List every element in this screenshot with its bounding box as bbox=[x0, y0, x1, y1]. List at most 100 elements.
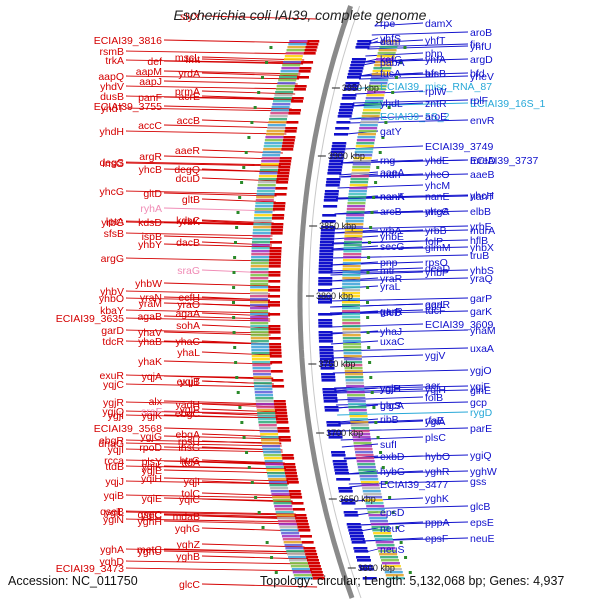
gene-label: yqiC bbox=[141, 510, 162, 522]
gene-leader-line bbox=[201, 408, 277, 413]
forward-gene-block bbox=[286, 481, 299, 484]
annotation-stripe-right bbox=[382, 565, 401, 568]
gene-label: accC bbox=[138, 120, 162, 132]
gene-label: yhcC bbox=[425, 206, 449, 218]
gene-label: ygjP bbox=[180, 404, 200, 416]
gene-label: yhbP bbox=[425, 267, 449, 279]
reverse-gene-block bbox=[327, 430, 342, 433]
gene-leader-line bbox=[163, 469, 287, 474]
gene-leader-line bbox=[125, 309, 271, 314]
gene-leader-line bbox=[359, 72, 424, 77]
forward-gene-block bbox=[288, 490, 301, 493]
feature-marker-right bbox=[368, 361, 372, 364]
gene-label: plsC bbox=[425, 432, 446, 444]
annotation-stripe-left bbox=[276, 514, 295, 517]
reverse-gene-block bbox=[333, 463, 348, 466]
gene-label: yhcB bbox=[139, 164, 162, 176]
annotation-stripe-left bbox=[250, 274, 269, 277]
feature-marker-left bbox=[265, 541, 269, 544]
gene-leader-line bbox=[201, 480, 289, 485]
annotation-stripe-right bbox=[343, 256, 362, 259]
annotation-stripe-left bbox=[252, 235, 271, 238]
gene-leader-line bbox=[371, 31, 469, 36]
gene-label: ecfH bbox=[178, 292, 200, 304]
reverse-gene-block bbox=[338, 490, 353, 493]
annotation-stripe-left bbox=[278, 76, 297, 79]
annotation-stripe-right bbox=[343, 241, 362, 244]
feature-marker-right bbox=[374, 181, 378, 184]
gene-label: yqhD bbox=[99, 556, 124, 568]
reverse-gene-block bbox=[319, 247, 334, 250]
gene-leader-line bbox=[163, 435, 281, 440]
gene-leader-line bbox=[125, 442, 282, 447]
gene-label: garP bbox=[470, 293, 492, 305]
gene-label: aaeR bbox=[175, 145, 201, 157]
annotation-stripe-right bbox=[359, 127, 378, 130]
feature-marker-left bbox=[254, 496, 258, 499]
forward-gene-block bbox=[268, 304, 281, 307]
feature-marker-right bbox=[381, 466, 385, 469]
annotation-stripe-right bbox=[343, 358, 362, 361]
forward-gene-block bbox=[303, 52, 316, 55]
gene-label: rygD bbox=[470, 407, 493, 419]
annotation-stripe-left bbox=[280, 529, 299, 532]
gene-label: ygiA bbox=[425, 416, 445, 428]
feature-marker-right bbox=[374, 421, 378, 424]
forward-gene-block bbox=[283, 136, 296, 139]
feature-marker-left bbox=[232, 286, 236, 289]
reverse-gene-block bbox=[341, 97, 356, 100]
reverse-gene-block bbox=[332, 142, 347, 145]
gene-label: insG bbox=[178, 442, 200, 454]
annotation-stripe-right bbox=[342, 328, 361, 331]
feature-marker-right bbox=[391, 91, 395, 94]
gene-label: ygjH bbox=[425, 384, 446, 396]
forward-gene-block bbox=[269, 349, 282, 352]
annotation-stripe-right bbox=[370, 79, 389, 82]
annotation-stripe-left bbox=[284, 55, 303, 58]
gene-label: dcuD bbox=[175, 173, 200, 185]
annotation-stripe-right bbox=[346, 391, 365, 394]
reverse-gene-block bbox=[349, 67, 364, 70]
gene-label: rpoD bbox=[139, 442, 162, 454]
feature-marker-right bbox=[404, 556, 408, 559]
forward-gene-block bbox=[291, 100, 304, 103]
gene-label: yhaB bbox=[138, 336, 162, 348]
annotation-stripe-right bbox=[357, 463, 376, 466]
reverse-gene-block bbox=[328, 166, 343, 169]
annotation-stripe-right bbox=[373, 535, 392, 538]
annotation-stripe-right bbox=[342, 334, 361, 337]
annotation-stripe-right bbox=[342, 340, 361, 343]
reverse-gene-block bbox=[349, 535, 364, 538]
annotation-stripe-right bbox=[342, 325, 361, 328]
gene-label: yheV bbox=[470, 71, 494, 83]
feature-marker-right bbox=[378, 151, 382, 154]
gene-label: yraL bbox=[380, 281, 401, 293]
annotation-stripe-right bbox=[356, 142, 375, 145]
reverse-gene-block bbox=[356, 559, 371, 562]
gene-label: yrbK bbox=[178, 216, 200, 228]
gene-leader-line bbox=[333, 225, 469, 230]
annotation-stripe-left bbox=[254, 385, 273, 388]
gene-label: yqiH bbox=[141, 473, 162, 485]
forward-gene-block bbox=[273, 205, 286, 208]
reverse-gene-block bbox=[318, 268, 333, 271]
feature-marker-right bbox=[369, 376, 373, 379]
annotation-stripe-left bbox=[288, 43, 307, 46]
annotation-stripe-left bbox=[254, 388, 273, 391]
reverse-gene-block bbox=[354, 550, 369, 553]
gene-leader-line bbox=[125, 329, 271, 334]
gene-leader-line bbox=[201, 90, 296, 95]
annotation-stripe-left bbox=[273, 97, 292, 100]
gene-label: ygjV bbox=[425, 350, 445, 362]
annotation-stripe-left bbox=[264, 142, 283, 145]
forward-gene-block bbox=[279, 157, 292, 160]
forward-gene-block bbox=[270, 361, 283, 364]
gene-label: yqjJ bbox=[105, 476, 124, 488]
annotation-stripe-right bbox=[343, 250, 362, 253]
annotation-stripe-left bbox=[267, 127, 286, 130]
annotation-stripe-right bbox=[342, 295, 361, 298]
reverse-gene-block bbox=[347, 73, 362, 76]
gene-label: yqiE bbox=[142, 493, 162, 505]
annotation-stripe-right bbox=[344, 367, 363, 370]
